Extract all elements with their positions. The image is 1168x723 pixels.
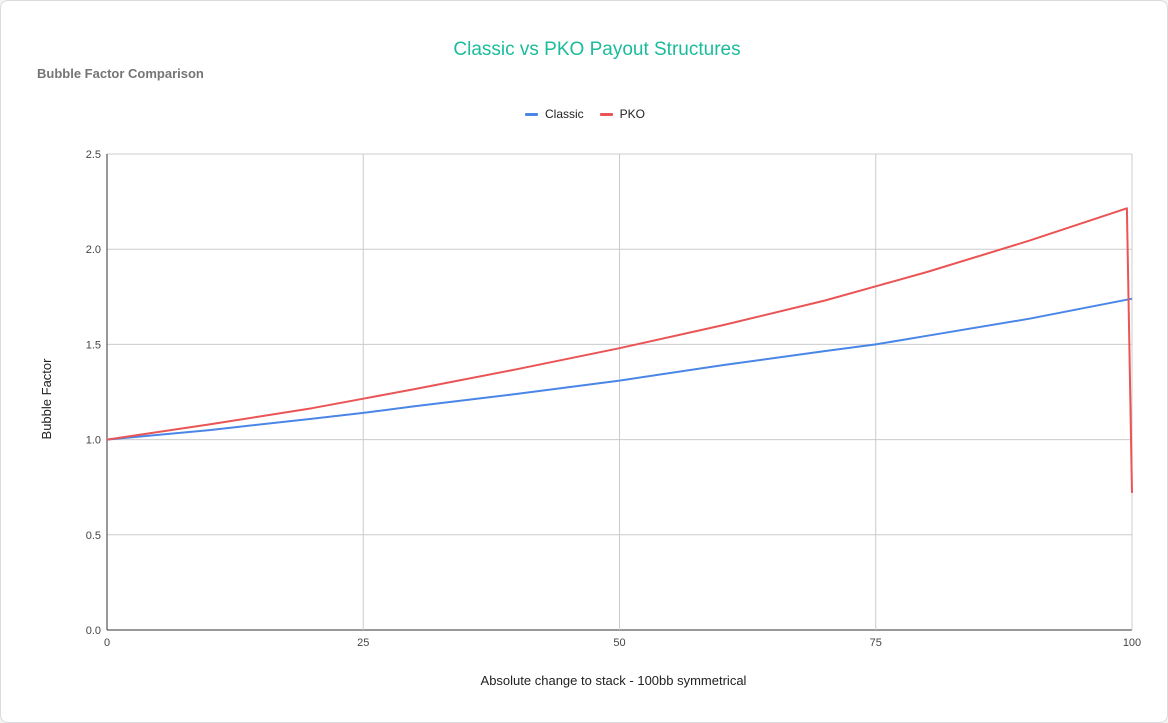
series-lines (106, 207, 1133, 493)
x-tick-label: 75 (870, 637, 882, 649)
x-axis-title: Absolute change to stack - 100bb symmetr… (481, 673, 747, 688)
legend-swatch-pko (599, 112, 613, 116)
legend-swatch-classic (524, 112, 538, 116)
x-tick-label: 100 (1123, 637, 1141, 649)
legend-item-pko[interactable]: PKO (599, 107, 645, 121)
y-tick-label: 1.5 (86, 339, 101, 351)
legend-label-pko: PKO (619, 107, 645, 121)
series-line-classic[interactable] (106, 297, 1133, 441)
y-tick-label: 0.0 (86, 625, 101, 637)
chart-title: Classic vs PKO Payout Structures (453, 39, 741, 60)
x-tick-label: 25 (357, 637, 369, 649)
y-tick-label: 1.0 (86, 435, 101, 447)
series-line-pko[interactable] (106, 207, 1133, 493)
legend-label-classic: Classic (544, 107, 584, 121)
chart-legend: Classic PKO (1, 107, 1167, 121)
chart-subtitle: Bubble Factor Comparison (37, 66, 204, 81)
tick-labels: 0.0 0.5 1.0 1.5 2.0 2.5 0 25 50 75 100 (86, 149, 1141, 649)
legend-item-classic[interactable]: Classic (524, 107, 584, 121)
y-tick-label: 2.5 (86, 149, 101, 161)
y-axis-title: Bubble Factor (39, 358, 54, 440)
x-tick-label: 50 (613, 637, 625, 649)
grid-lines (106, 153, 1133, 631)
x-tick-label: 0 (104, 637, 110, 649)
y-tick-label: 0.5 (86, 530, 101, 542)
y-tick-label: 2.0 (86, 244, 101, 256)
